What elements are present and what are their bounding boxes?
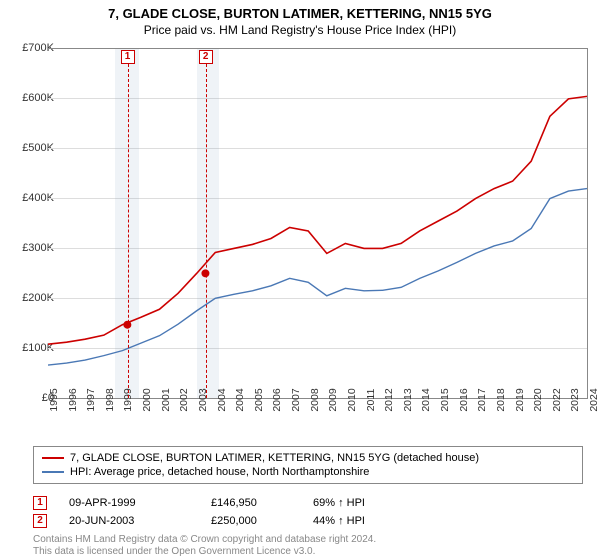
event-marker-icon: 2 (33, 514, 47, 528)
x-axis-tick-label: 1998 (104, 388, 116, 411)
x-axis-tick-label: 2011 (365, 389, 377, 412)
legend-swatch (42, 457, 64, 459)
chart-title: 7, GLADE CLOSE, BURTON LATIMER, KETTERIN… (0, 0, 600, 21)
event-marker-box: 1 (121, 50, 135, 64)
x-axis-tick-label: 1995 (48, 388, 60, 411)
chart-plot-area (48, 48, 588, 398)
event-pct: 69% ↑ HPI (313, 497, 413, 509)
x-axis-tick-label: 2004 (234, 388, 246, 411)
x-axis-tick-label: 2010 (346, 388, 358, 411)
x-axis-tick-label: 2020 (532, 388, 544, 411)
x-axis-tick-label: 2005 (253, 388, 265, 411)
legend-label: HPI: Average price, detached house, Nort… (70, 466, 369, 478)
event-row: 1 09-APR-1999 £146,950 69% ↑ HPI (33, 494, 413, 512)
x-axis-tick-label: 2003 (197, 388, 209, 411)
x-axis-tick-label: 2022 (551, 388, 563, 411)
legend-item: HPI: Average price, detached house, Nort… (42, 465, 574, 479)
event-price: £146,950 (211, 497, 291, 509)
x-axis-tick-label: 1997 (85, 388, 97, 411)
chart-subtitle: Price paid vs. HM Land Registry's House … (0, 21, 600, 43)
x-axis-tick-label: 2008 (309, 388, 321, 411)
x-axis-tick-label: 2009 (327, 388, 339, 411)
event-marker-line (206, 64, 207, 398)
event-marker-box: 2 (199, 50, 213, 64)
x-axis-tick-label: 2004 (216, 388, 228, 411)
event-row: 2 20-JUN-2003 £250,000 44% ↑ HPI (33, 512, 413, 530)
legend: 7, GLADE CLOSE, BURTON LATIMER, KETTERIN… (33, 446, 583, 484)
event-marker-icon: 1 (33, 496, 47, 510)
x-axis-tick-label: 1996 (67, 388, 79, 411)
legend-label: 7, GLADE CLOSE, BURTON LATIMER, KETTERIN… (70, 452, 479, 464)
x-axis-tick-label: 2006 (271, 388, 283, 411)
event-pct: 44% ↑ HPI (313, 515, 413, 527)
x-axis-tick-label: 2015 (439, 388, 451, 411)
footer-line: This data is licensed under the Open Gov… (33, 546, 376, 558)
chart-svg (48, 49, 587, 398)
x-axis-tick-label: 2017 (476, 388, 488, 411)
x-axis-tick-label: 2024 (588, 388, 600, 411)
x-axis-tick-label: 2018 (495, 388, 507, 411)
x-axis-tick-label: 2013 (402, 388, 414, 411)
x-axis-tick-label: 2012 (383, 388, 395, 411)
series-line (48, 189, 587, 365)
x-axis-tick-label: 2007 (290, 388, 302, 411)
series-line (48, 96, 587, 344)
event-date: 09-APR-1999 (69, 497, 189, 509)
x-axis-tick-label: 2001 (160, 388, 172, 411)
footer-attribution: Contains HM Land Registry data © Crown c… (33, 534, 376, 557)
events-table: 1 09-APR-1999 £146,950 69% ↑ HPI 2 20-JU… (33, 494, 413, 530)
x-axis-tick-label: 2019 (514, 388, 526, 411)
event-date: 20-JUN-2003 (69, 515, 189, 527)
x-axis-tick-label: 2002 (178, 388, 190, 411)
x-axis-tick-label: 2000 (141, 388, 153, 411)
x-axis-tick-label: 2023 (569, 388, 581, 411)
legend-swatch (42, 471, 64, 473)
event-marker-line (128, 64, 129, 398)
legend-item: 7, GLADE CLOSE, BURTON LATIMER, KETTERIN… (42, 451, 574, 465)
footer-line: Contains HM Land Registry data © Crown c… (33, 534, 376, 546)
event-price: £250,000 (211, 515, 291, 527)
x-axis-tick-label: 2014 (420, 388, 432, 411)
x-axis-tick-label: 2016 (458, 388, 470, 411)
